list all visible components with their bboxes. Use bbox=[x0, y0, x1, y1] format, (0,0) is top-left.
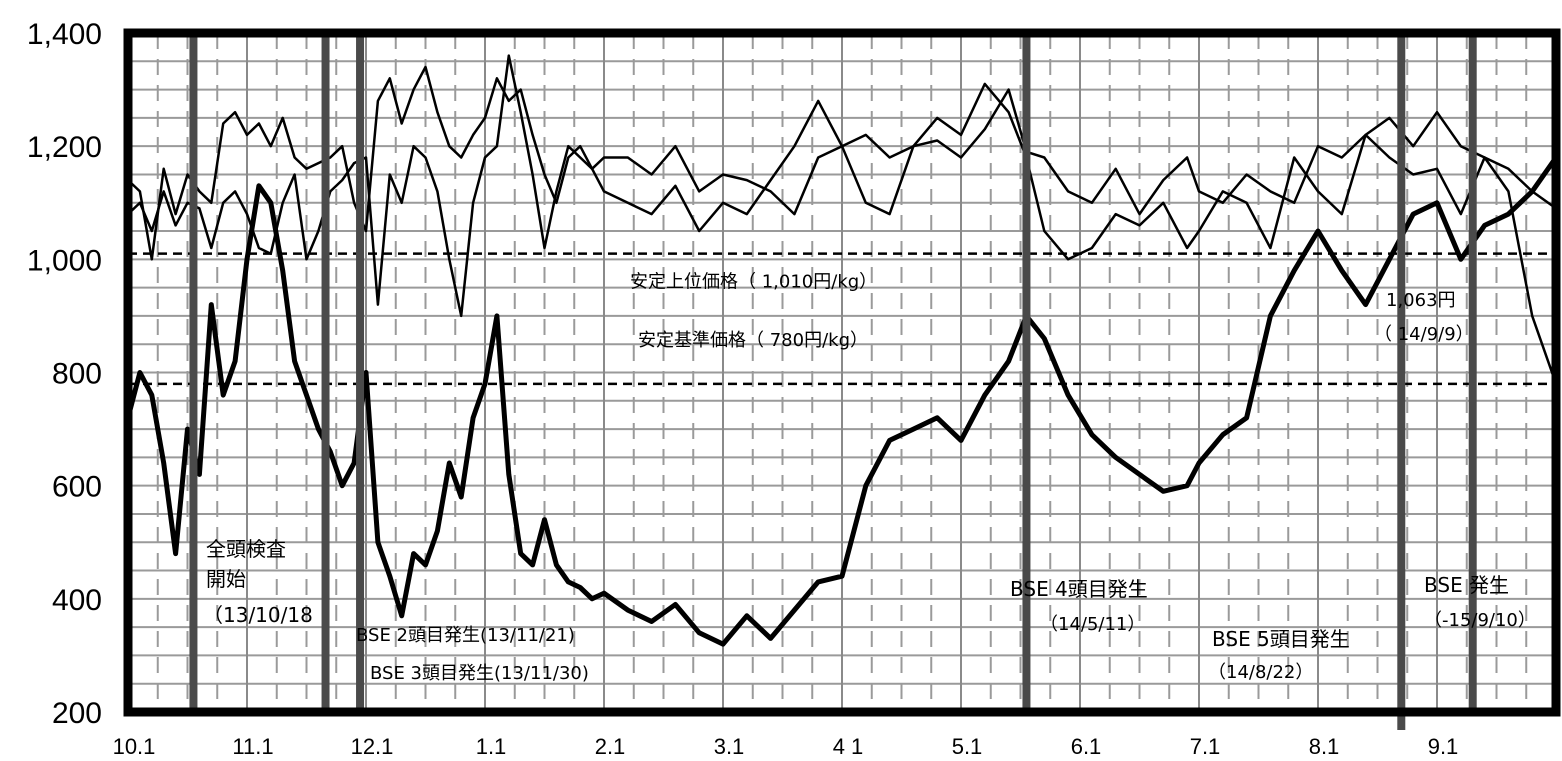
plot-border bbox=[123, 28, 1561, 717]
y-tick-label: 200 bbox=[52, 697, 102, 730]
event-label: 開始 bbox=[206, 567, 246, 591]
reference-lines bbox=[128, 252, 1556, 386]
y-tick-label: 400 bbox=[52, 584, 102, 617]
event-label: BSE 4頭目発生 bbox=[1010, 577, 1148, 601]
event-label: （-15/9/10） bbox=[1424, 610, 1536, 631]
x-tick-label: 9.1 bbox=[1428, 734, 1459, 759]
x-tick-label: 4 1 bbox=[833, 734, 864, 759]
event-label: BSE 3頭目発生(13/11/30) bbox=[370, 663, 589, 684]
y-tick-label: 1,200 bbox=[27, 131, 102, 164]
x-tick-label: 8.1 bbox=[1309, 734, 1340, 759]
event-label: （13/10/18 bbox=[203, 603, 313, 627]
event-label: 全頭検査 bbox=[206, 537, 286, 561]
point-annotation-date: （ 14/9/9） bbox=[1374, 324, 1474, 345]
x-tick-label: 1.1 bbox=[476, 734, 507, 759]
x-tick-label: 11.1 bbox=[232, 734, 273, 759]
event-label: BSE 2頭目発生(13/11/21) bbox=[356, 625, 575, 646]
series-line-3 bbox=[126, 54, 1558, 386]
series-line-1 bbox=[125, 155, 1559, 647]
axes: 1,400 1,200 1,000 800 600 400 200 10.1 11.1 12.1 1… bbox=[27, 18, 1458, 759]
y-tick-label: 600 bbox=[52, 471, 102, 504]
x-tick-label: 3.1 bbox=[714, 734, 745, 759]
x-tick-label: 2.1 bbox=[595, 734, 626, 759]
annotations: 安定上位価格（ 1,010円/kg） 安定基準価格（ 780円/kg） 全頭検査開始… bbox=[203, 272, 1536, 684]
event-label: BSE 発生 bbox=[1424, 573, 1509, 597]
event-markers bbox=[189, 29, 1477, 730]
event-label: （14/5/11） bbox=[1040, 614, 1145, 635]
y-tick-label: 1,000 bbox=[27, 244, 102, 277]
y-tick-label: 1,400 bbox=[27, 18, 102, 51]
point-annotation-value: 1,063円 bbox=[1386, 290, 1456, 311]
event-label: （14/8/22） bbox=[1208, 662, 1313, 683]
series-group bbox=[125, 54, 1559, 647]
x-tick-label: 10.1 bbox=[113, 734, 156, 759]
x-tick-label: 6.1 bbox=[1071, 734, 1102, 759]
series-line-2 bbox=[126, 65, 1558, 261]
plot-frame bbox=[123, 28, 1561, 717]
reference-label-upper: 安定上位価格（ 1,010円/kg） bbox=[630, 272, 877, 293]
reference-label-base: 安定基準価格（ 780円/kg） bbox=[638, 330, 868, 351]
x-tick-label: 7.1 bbox=[1190, 734, 1221, 759]
x-tick-label: 5.1 bbox=[952, 734, 983, 759]
x-tick-label: 12.1 bbox=[351, 734, 394, 759]
grid bbox=[127, 32, 1557, 713]
event-label: BSE 5頭目発生 bbox=[1212, 627, 1350, 651]
y-tick-label: 800 bbox=[52, 358, 102, 391]
